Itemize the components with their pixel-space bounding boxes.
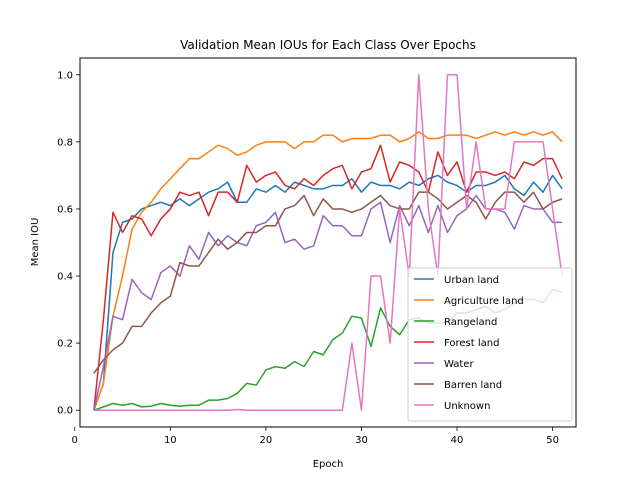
y-tick-label: 0.8 <box>57 137 73 148</box>
legend-label: Unknown <box>444 401 490 412</box>
plot-frame <box>79 57 577 428</box>
legend-label: Urban land <box>444 275 499 286</box>
x-axis-label: Epoch <box>313 459 344 470</box>
series-line-urban-land <box>93 174 563 411</box>
y-tick-label: 0.6 <box>57 204 73 215</box>
y-axis-label: Mean IOU <box>30 218 41 267</box>
legend: Urban land Agriculture land Rangeland Fores… <box>407 267 573 422</box>
x-tick-label: 50 <box>546 435 559 446</box>
y-tick-label: 1.0 <box>57 70 73 81</box>
series-line-barren-land <box>93 191 563 374</box>
y-tick-label: 0.4 <box>57 272 73 283</box>
chart-title: Validation Mean IOUs for Each Class Over… <box>180 38 476 52</box>
x-axis: 0 10 20 30 40 50 <box>72 427 559 446</box>
legend-label: Rangeland <box>444 317 497 328</box>
y-axis: 0.0 0.2 0.4 0.6 0.8 1.0 <box>57 70 80 417</box>
legend-label: Water <box>444 359 474 370</box>
x-tick-label: 40 <box>451 435 464 446</box>
plot-area <box>93 74 563 411</box>
series-line-agriculture-land <box>93 131 563 411</box>
x-tick-label: 20 <box>260 435 273 446</box>
legend-label: Agriculture land <box>444 296 524 307</box>
legend-label: Forest land <box>444 338 499 349</box>
y-tick-label: 0.0 <box>57 406 73 417</box>
legend-box <box>407 267 573 422</box>
legend-label: Barren land <box>444 380 502 391</box>
series-line-forest-land <box>93 144 563 411</box>
x-tick-label: 10 <box>164 435 177 446</box>
x-tick-label: 0 <box>72 435 78 446</box>
series-line-water <box>93 194 563 411</box>
y-tick-label: 0.2 <box>57 339 73 350</box>
x-tick-label: 30 <box>355 435 368 446</box>
series-line-unknown <box>93 74 563 411</box>
